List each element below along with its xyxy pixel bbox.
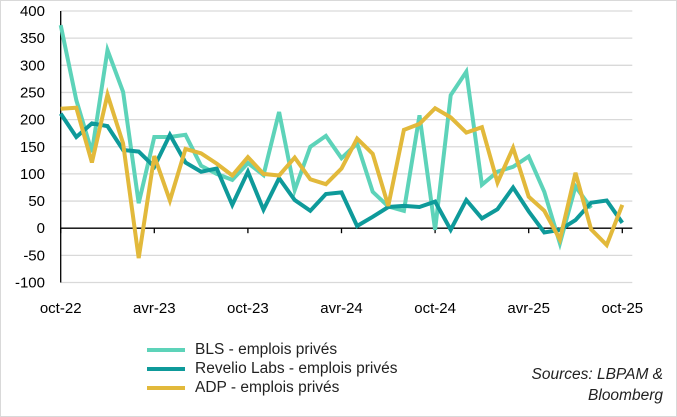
y-tick-label: 150 (20, 139, 45, 156)
series-line-2 (60, 87, 625, 259)
legend: BLS - emplois privés Revelio Labs - empl… (147, 340, 397, 397)
legend-swatch (147, 347, 185, 352)
sources-note: Sources: LBPAM & Bloomberg (493, 364, 663, 406)
x-tick-label: oct-22 (40, 300, 82, 317)
y-tick-label: -50 (23, 247, 45, 264)
sources-line: Sources: LBPAM & (531, 366, 663, 383)
x-tick-label: oct-24 (414, 300, 456, 317)
y-tick-label: 50 (28, 193, 45, 210)
y-tick-label: 250 (20, 84, 45, 101)
x-tick-label: oct-23 (227, 300, 269, 317)
x-tick-label: oct-25 (601, 300, 643, 317)
legend-item-bls: BLS - emplois privés (147, 340, 397, 359)
legend-item-revelio: Revelio Labs - emplois privés (147, 359, 397, 378)
legend-label: BLS - emplois privés (195, 340, 338, 358)
y-tick-label: 100 (20, 166, 45, 183)
legend-item-adp: ADP - emplois privés (147, 378, 397, 397)
x-tick-label: avr-24 (320, 300, 363, 317)
x-tick-label: avr-23 (133, 300, 176, 317)
sources-line: Bloomberg (588, 387, 663, 404)
y-tick-label: 400 (20, 3, 45, 20)
y-tick-label: 350 (20, 30, 45, 47)
y-tick-label: -100 (15, 275, 45, 292)
legend-label: Revelio Labs - emplois privés (195, 359, 398, 377)
x-tick-label: avr-25 (507, 300, 550, 317)
y-tick-label: 300 (20, 57, 45, 74)
y-tick-label: 200 (20, 112, 45, 129)
series-line-0 (58, 24, 593, 251)
y-tick-label: 0 (37, 220, 45, 237)
legend-swatch (147, 366, 185, 371)
legend-label: ADP - emplois privés (195, 378, 340, 396)
legend-swatch (147, 385, 185, 390)
